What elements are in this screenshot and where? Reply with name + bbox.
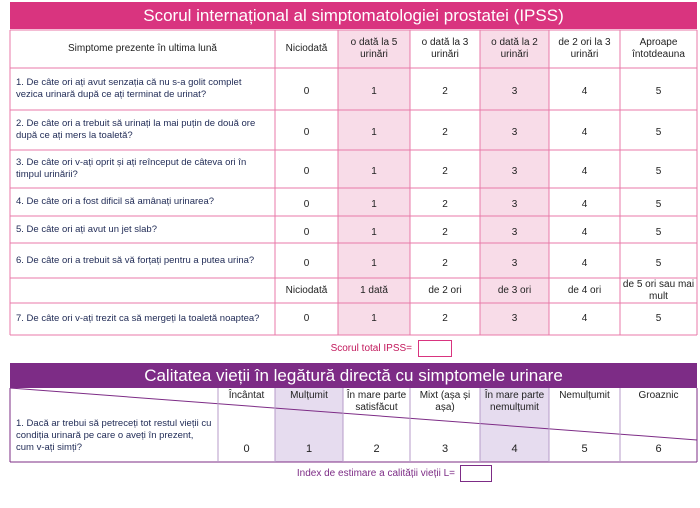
score: 4 xyxy=(581,257,588,269)
score: 3 xyxy=(511,257,518,269)
column-header: o dată la 3 urinări xyxy=(421,37,469,60)
column-header: În mare parte nemulțumit xyxy=(484,390,545,413)
score: 2 xyxy=(442,313,448,324)
column-header: Mulțumit xyxy=(290,390,328,401)
score: 4 xyxy=(581,199,588,210)
question: 3. De câte ori v-ați oprit și ați reînce… xyxy=(16,157,247,180)
question: 7. De câte ori v-ați trezit ca să mergeț… xyxy=(16,313,260,324)
ipss-title: Scorul internațional al simptomatologiei… xyxy=(10,2,697,29)
column-header: 1 dată xyxy=(360,284,388,296)
score: 5 xyxy=(655,86,662,97)
score: 3 xyxy=(441,443,449,455)
score: 3 xyxy=(511,86,518,97)
question: 6. De câte ori a trebuit să vă forțați p… xyxy=(16,254,255,266)
score: 1 xyxy=(371,257,377,269)
column-header: Niciodată xyxy=(285,43,328,54)
column-shade xyxy=(338,30,410,335)
question: 5. De câte ori ați avut un jet slab? xyxy=(16,223,157,235)
score: 5 xyxy=(655,166,662,177)
column-header: o dată la 2 urinări xyxy=(491,37,538,60)
score: 0 xyxy=(303,86,310,97)
column-header: de 3 ori xyxy=(497,284,532,296)
score: 0 xyxy=(303,199,310,210)
score: 0 xyxy=(303,313,310,324)
column-header: o dată la 5 urinări xyxy=(350,37,398,60)
score: 3 xyxy=(511,166,518,177)
score: 6 xyxy=(655,443,662,455)
score: 1 xyxy=(371,226,377,238)
score: 1 xyxy=(371,166,377,177)
score: 2 xyxy=(442,226,448,238)
column-shade xyxy=(275,388,343,462)
score: 2 xyxy=(442,127,448,138)
score: 3 xyxy=(511,127,518,138)
score: 2 xyxy=(442,257,448,269)
score: 2 xyxy=(442,86,448,97)
column-header: Mixt (așa și așa) xyxy=(419,390,471,413)
column-shade xyxy=(480,30,549,335)
column-header: de 2 ori la 3 urinări xyxy=(558,37,611,60)
score: 0 xyxy=(303,166,310,177)
score: 0 xyxy=(243,443,250,455)
column-shade xyxy=(480,388,549,462)
score: 1 xyxy=(371,313,377,324)
question: 1. Dacă ar trebui să petreceți tot restu… xyxy=(16,418,212,453)
column-header: de 5 ori sau mai mult xyxy=(622,278,695,302)
index-box xyxy=(460,465,492,482)
score: 5 xyxy=(655,199,662,210)
score: 3 xyxy=(511,226,518,238)
score: 4 xyxy=(581,166,588,177)
score: 0 xyxy=(303,226,310,238)
score: 5 xyxy=(655,226,662,238)
score: 2 xyxy=(442,166,448,177)
score: 2 xyxy=(442,199,448,210)
diagonal xyxy=(9,387,698,441)
score: 5 xyxy=(581,443,588,455)
score: 5 xyxy=(655,313,662,324)
score: 4 xyxy=(581,86,588,97)
score: 5 xyxy=(655,127,662,138)
score: 1 xyxy=(371,199,377,210)
column-header: de 2 ori xyxy=(428,284,462,296)
score: 3 xyxy=(511,313,518,324)
score: 1 xyxy=(371,86,377,97)
column-header: Simptome prezente în ultima lună xyxy=(68,43,217,54)
column-header: În mare parte satisfăcut xyxy=(346,390,407,413)
score: 4 xyxy=(581,226,588,238)
total-box xyxy=(418,340,452,357)
index-label: Index de estimare a calității vieții L= xyxy=(296,468,455,479)
total-label: Scorul total IPSS= xyxy=(330,343,412,354)
qol-title: Calitatea vieții în legătură directă cu … xyxy=(10,363,697,388)
score: 5 xyxy=(655,257,662,269)
score: 0 xyxy=(303,127,310,138)
column-header: de 4 ori xyxy=(567,284,602,296)
score: 4 xyxy=(581,127,588,138)
score: 4 xyxy=(511,443,518,455)
score: 1 xyxy=(305,443,313,455)
score: 2 xyxy=(373,443,380,455)
column-header: Aproape întotdeauna xyxy=(632,37,685,60)
score: 3 xyxy=(511,199,518,210)
column-header: Nemulțumit xyxy=(559,390,610,401)
question: 1. De câte ori ați avut senzația că nu s… xyxy=(16,77,242,100)
question: 2. De câte ori a trebuit să urinați la m… xyxy=(16,118,256,141)
score: 4 xyxy=(581,313,588,324)
question: 4. De câte ori a fost dificil să amânați… xyxy=(16,196,215,207)
column-header: Niciodată xyxy=(285,284,328,296)
column-header: Groaznic xyxy=(638,390,679,401)
score: 0 xyxy=(303,257,310,269)
score: 1 xyxy=(371,127,377,138)
column-header: Încântat xyxy=(228,390,265,401)
